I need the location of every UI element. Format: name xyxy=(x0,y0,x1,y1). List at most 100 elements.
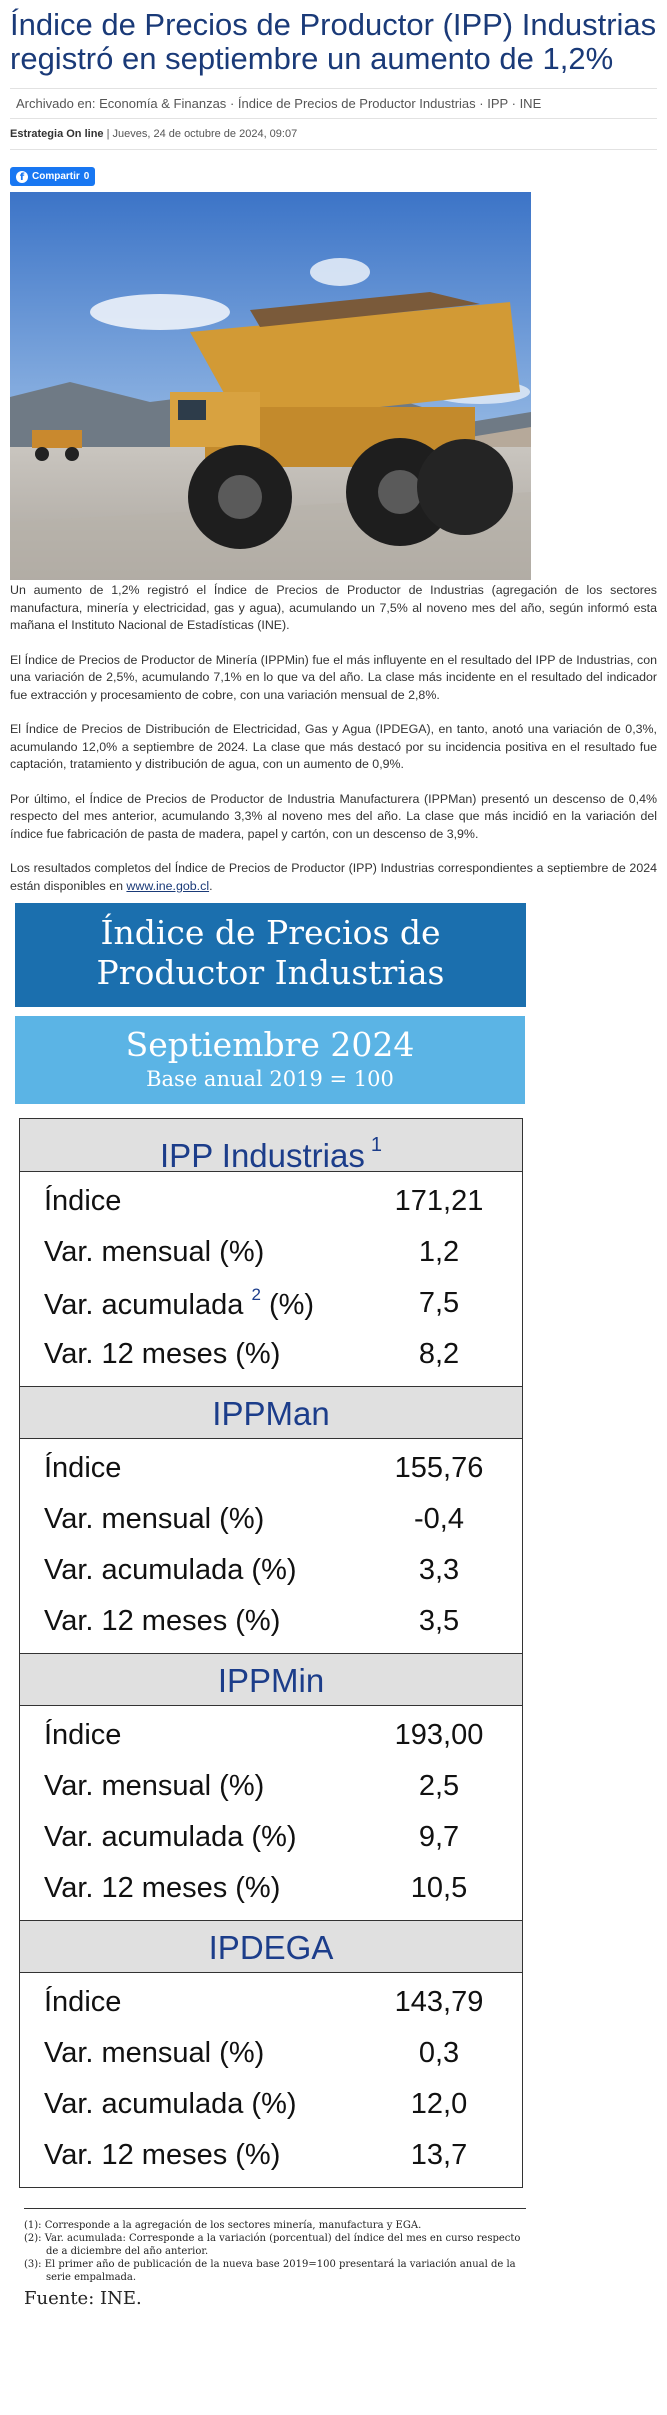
byline-separator: | xyxy=(106,128,110,140)
row-label: Var. 12 meses (%) xyxy=(20,1605,374,1638)
mining-truck-photo xyxy=(10,192,531,580)
section-rows: Índice 155,76 Var. mensual (%) -0,4 Var. acu… xyxy=(20,1439,522,1653)
section-header: IPDEGA xyxy=(20,1920,522,1973)
row-value: 10,5 xyxy=(410,1872,468,1904)
row-value: 9,7 xyxy=(418,1821,460,1853)
table-row: Var. mensual (%) 2,5 xyxy=(20,1761,522,1812)
row-value: 3,3 xyxy=(418,1554,460,1586)
base-year: Base anual 2019 = 100 xyxy=(146,1067,394,1091)
category-link[interactable]: Economía & Finanzas xyxy=(99,96,227,111)
row-label-text: Índice xyxy=(44,1719,122,1751)
table-row: Var. acumulada (%) 9,7 xyxy=(20,1812,522,1863)
paragraph: Por último, el Índice de Precios de Prod… xyxy=(10,791,657,841)
archived-prefix: Archivado en: xyxy=(16,96,96,111)
row-label-text: Var. 12 meses (%) xyxy=(44,1338,281,1370)
row-value: 155,76 xyxy=(394,1452,484,1484)
facebook-share-button[interactable]: f Compartir 0 xyxy=(10,167,96,186)
table-row: Índice 143,79 xyxy=(20,1977,522,2028)
category-separator: · xyxy=(479,96,484,111)
row-label: Var. mensual (%) xyxy=(20,2037,374,2070)
row-label-text: Var. 12 meses (%) xyxy=(44,1872,281,1904)
row-value: 0,3 xyxy=(418,2037,460,2069)
category-separator: · xyxy=(511,96,516,111)
footnote: (3): El primer año de publicación de la … xyxy=(24,2259,516,2283)
paragraph: El Índice de Precios de Distribución de … xyxy=(10,722,657,771)
footnote-marker: 2 xyxy=(251,1285,261,1304)
row-label-suffix: (%) xyxy=(268,1289,315,1321)
row-value: 8,2 xyxy=(418,1338,460,1370)
article: Índice de Precios de Productor (IPP) Ind… xyxy=(10,8,657,2309)
period-banner: Septiembre 2024 Base anual 2019 = 100 xyxy=(15,1016,525,1104)
row-label: Var. 12 meses (%) xyxy=(20,2139,374,2172)
category-link[interactable]: IPP xyxy=(487,96,508,111)
row-label-text: Var. 12 meses (%) xyxy=(44,1605,281,1637)
table-row: Índice 155,76 xyxy=(20,1443,522,1494)
section-rows: Índice 171,21 Var. mensual (%) 1,2 Var. acum… xyxy=(20,1172,522,1386)
row-label-text: Var. mensual (%) xyxy=(44,1236,265,1268)
row-value: 12,0 xyxy=(410,2088,468,2120)
byline: Estrategia On line | Jueves, 24 de octub… xyxy=(10,128,657,150)
paragraph-results: Los resultados completos del Índice de P… xyxy=(10,860,657,895)
row-value: 13,7 xyxy=(410,2139,468,2171)
share-count: 0 xyxy=(83,171,90,182)
row-value: -0,4 xyxy=(414,1503,464,1535)
table-row: Var. mensual (%) -0,4 xyxy=(20,1494,522,1545)
section-header: IPP Industrias 1 xyxy=(20,1119,522,1174)
paragraph: Un aumento de 1,2% registró el Índice de… xyxy=(10,583,657,632)
footnote: (2): Var. acumulada: Corresponde a la va… xyxy=(24,2233,521,2257)
table-row: Var. acumulada (%) 3,3 xyxy=(20,1545,522,1596)
results-text: Los resultados completos del Índice de P… xyxy=(10,861,657,893)
row-label: Var. mensual (%) xyxy=(20,1236,374,1269)
infographic-title: Índice de Precios de Productor Industria… xyxy=(15,903,526,1007)
section-name: IPPMin xyxy=(217,1662,325,1699)
results-suffix: . xyxy=(209,878,213,893)
row-label-text: Var. mensual (%) xyxy=(44,1503,265,1535)
row-value: 143,79 xyxy=(394,1986,484,2018)
table-row: Var. acumulada (%) 12,0 xyxy=(20,2079,522,2130)
row-label: Índice xyxy=(20,1986,374,2019)
row-label-text: Índice xyxy=(44,1986,122,2018)
row-label: Var. acumulada 2 (%) xyxy=(20,1285,374,1322)
author[interactable]: Estrategia On line xyxy=(10,128,104,140)
footnote: (1): Corresponde a la agregación de los … xyxy=(24,2220,422,2231)
footnotes: (1): Corresponde a la agregación de los … xyxy=(24,2208,526,2284)
row-label-text: Var. acumulada xyxy=(44,1289,244,1321)
source: Fuente: INE. xyxy=(24,2288,142,2309)
section-rows: Índice 143,79 Var. mensual (%) 0,3 Var. acum… xyxy=(20,1973,522,2187)
row-label-text: Var. 12 meses (%) xyxy=(44,2139,281,2171)
row-label: Var. 12 meses (%) xyxy=(20,1338,374,1371)
archive-categories: Archivado en: Economía & Finanzas · Índi… xyxy=(10,88,657,119)
row-value: 1,2 xyxy=(418,1236,460,1268)
ipp-table: IPP Industrias 1 Índice 171,21 Var. mensual … xyxy=(19,1118,523,2188)
section-header: IPPMan xyxy=(20,1386,522,1439)
footnote-marker: 1 xyxy=(370,1134,382,1156)
row-label: Var. mensual (%) xyxy=(20,1770,374,1803)
table-row: Var. 12 meses (%) 10,5 xyxy=(20,1863,522,1914)
category-link[interactable]: Índice de Precios de Productor Industria… xyxy=(237,96,476,111)
section-name: IPDEGA xyxy=(208,1929,334,1966)
table-row: Var. 12 meses (%) 13,7 xyxy=(20,2130,522,2181)
section-name: IPPMan xyxy=(212,1395,330,1432)
row-value: 7,5 xyxy=(418,1287,460,1319)
row-label: Var. acumulada (%) xyxy=(20,1821,374,1854)
table-row: Var. mensual (%) 1,2 xyxy=(20,1227,522,1278)
category-separator: · xyxy=(229,96,235,111)
infographic-title-line1: Índice de Precios de xyxy=(100,913,441,952)
row-label-text: Var. mensual (%) xyxy=(44,2037,265,2069)
table-row: Índice 193,00 xyxy=(20,1710,522,1761)
table-row: Var. 12 meses (%) 3,5 xyxy=(20,1596,522,1647)
ipp-infographic: Índice de Precios de Productor Industria… xyxy=(14,903,536,2309)
ine-link[interactable]: www.ine.gob.cl xyxy=(126,878,210,893)
row-value: 193,00 xyxy=(394,1719,484,1751)
row-value: 2,5 xyxy=(418,1770,460,1802)
row-label-text: Var. mensual (%) xyxy=(44,1770,265,1802)
row-label-text: Var. acumulada (%) xyxy=(44,1554,297,1586)
facebook-icon: f xyxy=(16,170,28,183)
category-link[interactable]: INE xyxy=(519,96,542,111)
row-value: 171,21 xyxy=(394,1185,484,1217)
share-label: Compartir xyxy=(32,171,80,182)
row-label: Var. mensual (%) xyxy=(20,1503,374,1536)
row-value: 3,5 xyxy=(418,1605,460,1637)
table-row: Var. acumulada 2 (%) 7,5 xyxy=(20,1278,522,1329)
publish-date: Jueves, 24 de octubre de 2024, 09:07 xyxy=(112,128,298,140)
